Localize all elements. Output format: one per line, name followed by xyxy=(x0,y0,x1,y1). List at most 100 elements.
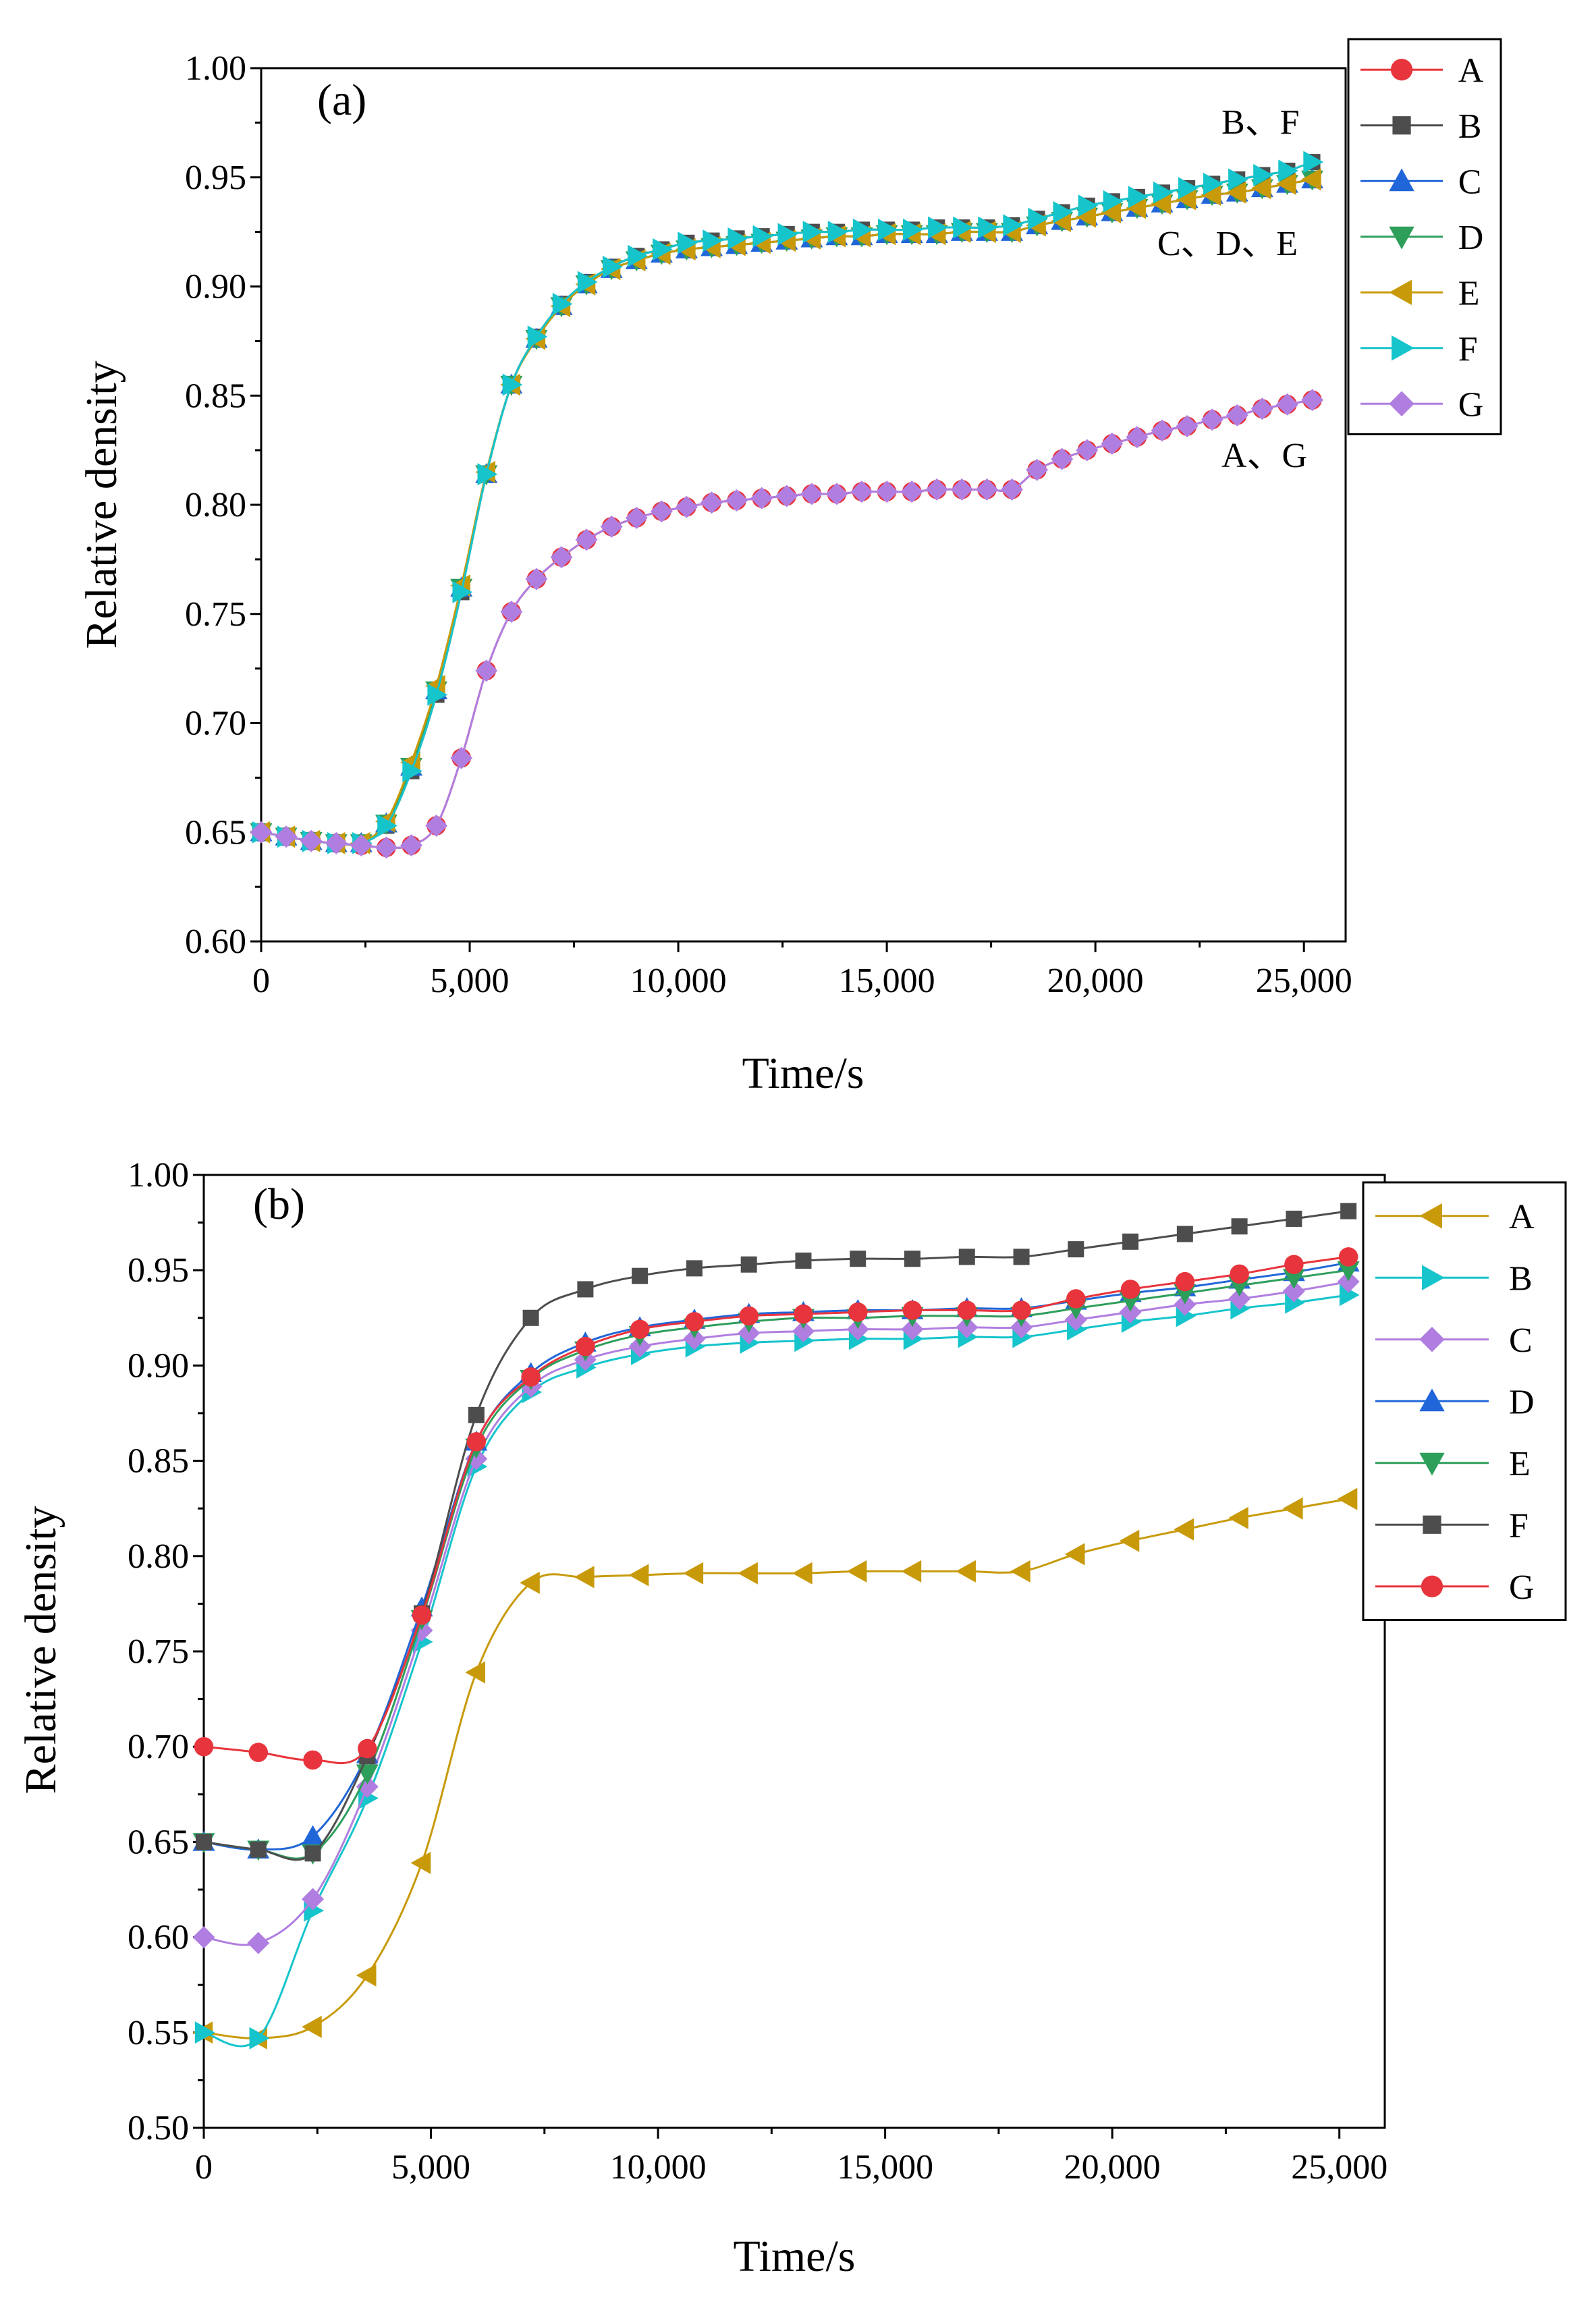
legend-item-A: A xyxy=(1360,51,1484,90)
data-point-A xyxy=(1064,1543,1085,1566)
data-point-F xyxy=(468,1406,485,1423)
annotation-ag: A、G xyxy=(1221,437,1307,475)
data-point-C xyxy=(1228,1288,1251,1311)
data-point-F xyxy=(602,255,623,278)
y-tick-label: 0.85 xyxy=(128,1442,189,1481)
data-point-G xyxy=(825,483,848,505)
legend-label: F xyxy=(1509,1506,1529,1545)
data-point-F xyxy=(1253,164,1273,187)
data-point-G xyxy=(1066,1289,1086,1309)
legend-label: A xyxy=(1458,51,1484,90)
series-line-G xyxy=(260,399,1313,849)
data-point-C xyxy=(1282,1280,1305,1302)
data-point-E xyxy=(1076,205,1096,228)
data-point-F xyxy=(1028,207,1049,230)
data-point-F xyxy=(552,292,573,315)
data-point-F xyxy=(850,1251,866,1267)
series-E xyxy=(192,1261,1360,1865)
data-point-A xyxy=(901,1560,922,1583)
data-point-F xyxy=(703,229,723,252)
legend-marker xyxy=(1419,1388,1445,1412)
data-point-G xyxy=(194,1736,214,1757)
series-G xyxy=(194,1247,1358,1770)
data-point-A xyxy=(1282,1497,1303,1520)
data-point-D xyxy=(302,1825,325,1846)
data-point-F xyxy=(1128,186,1149,209)
x-tick-label: 10,000 xyxy=(610,2148,707,2187)
data-point-E xyxy=(1337,1261,1360,1282)
data-point-F xyxy=(1278,159,1298,182)
legend-marker xyxy=(1392,335,1414,361)
series-line-G xyxy=(203,1255,1349,1765)
data-point-C xyxy=(356,1776,379,1799)
x-axis-title: Time/s xyxy=(742,1049,864,1098)
series-line-A xyxy=(260,399,1313,849)
data-point-B xyxy=(194,2021,215,2044)
legend-marker xyxy=(1392,116,1411,135)
data-point-G xyxy=(957,1300,977,1320)
legend-item-B: B xyxy=(1360,107,1481,146)
chart-panel-b: 0.50 0.55 0.60 0.65 0.70 0.75 0.80 0.85 0.90 0.95… xyxy=(16,1156,1567,2281)
data-point-G xyxy=(350,834,373,857)
data-point-A xyxy=(1337,1487,1358,1510)
data-point-C xyxy=(846,1318,869,1341)
data-point-G xyxy=(525,568,548,591)
panel-label: (a) xyxy=(317,76,366,125)
legend-item-D: D xyxy=(1375,1383,1535,1421)
legend-label: E xyxy=(1509,1445,1531,1483)
legend-marker xyxy=(1423,1515,1441,1534)
data-point-F xyxy=(527,325,548,348)
data-point-G xyxy=(848,1302,868,1322)
x-tick-label: 0 xyxy=(252,962,270,1000)
data-point-F xyxy=(953,216,973,239)
data-point-F xyxy=(904,1251,920,1267)
data-point-A xyxy=(956,1560,976,1583)
data-point-B xyxy=(1339,1284,1360,1307)
legend-item-D: D xyxy=(1360,219,1483,257)
data-point-F xyxy=(402,760,423,783)
y-axis-title: Relative density xyxy=(16,1506,65,1794)
x-tick-label: 10,000 xyxy=(630,962,727,1000)
legend-label: D xyxy=(1458,219,1484,257)
legend-item-C: C xyxy=(1360,163,1481,201)
data-point-E xyxy=(1226,181,1246,204)
legend-item-F: F xyxy=(1375,1506,1529,1545)
data-point-F xyxy=(628,244,648,267)
legend-marker xyxy=(1389,279,1412,305)
y-tick-label: 0.50 xyxy=(128,2109,189,2147)
data-point-A xyxy=(1010,1560,1030,1583)
data-point-F xyxy=(377,815,397,838)
data-point-A xyxy=(628,1564,649,1587)
data-point-A xyxy=(738,1562,758,1585)
legend-label: G xyxy=(1509,1568,1535,1607)
data-point-F xyxy=(1228,168,1248,191)
data-point-E xyxy=(1151,192,1172,215)
x-tick-label: 15,000 xyxy=(839,962,935,1000)
data-point-C xyxy=(738,1321,761,1344)
data-point-G xyxy=(400,834,423,857)
data-point-G xyxy=(1250,397,1273,420)
data-point-G xyxy=(1230,1264,1249,1284)
y-tick-label: 0.75 xyxy=(128,1632,189,1671)
y-tick-label: 0.70 xyxy=(185,705,246,743)
legend-item-C: C xyxy=(1375,1321,1533,1360)
data-point-G xyxy=(794,1304,813,1324)
data-point-G xyxy=(275,825,298,848)
data-point-C xyxy=(1119,1300,1142,1323)
legend-marker xyxy=(1390,59,1413,81)
data-point-G xyxy=(600,515,623,538)
data-point-F xyxy=(958,1248,975,1265)
y-tick-label: 0.65 xyxy=(128,1823,189,1861)
series-C xyxy=(192,1270,1360,1954)
series-A xyxy=(192,1487,1358,2050)
data-point-F xyxy=(577,1281,594,1298)
data-point-F xyxy=(802,221,823,244)
legend-item-E: E xyxy=(1360,274,1479,312)
y-tick-label: 0.80 xyxy=(185,486,246,524)
data-point-F xyxy=(1153,181,1174,204)
data-point-C xyxy=(1010,1316,1033,1339)
data-point-A xyxy=(1174,1518,1194,1541)
data-point-F xyxy=(304,1845,321,1862)
data-point-F xyxy=(196,1834,212,1850)
